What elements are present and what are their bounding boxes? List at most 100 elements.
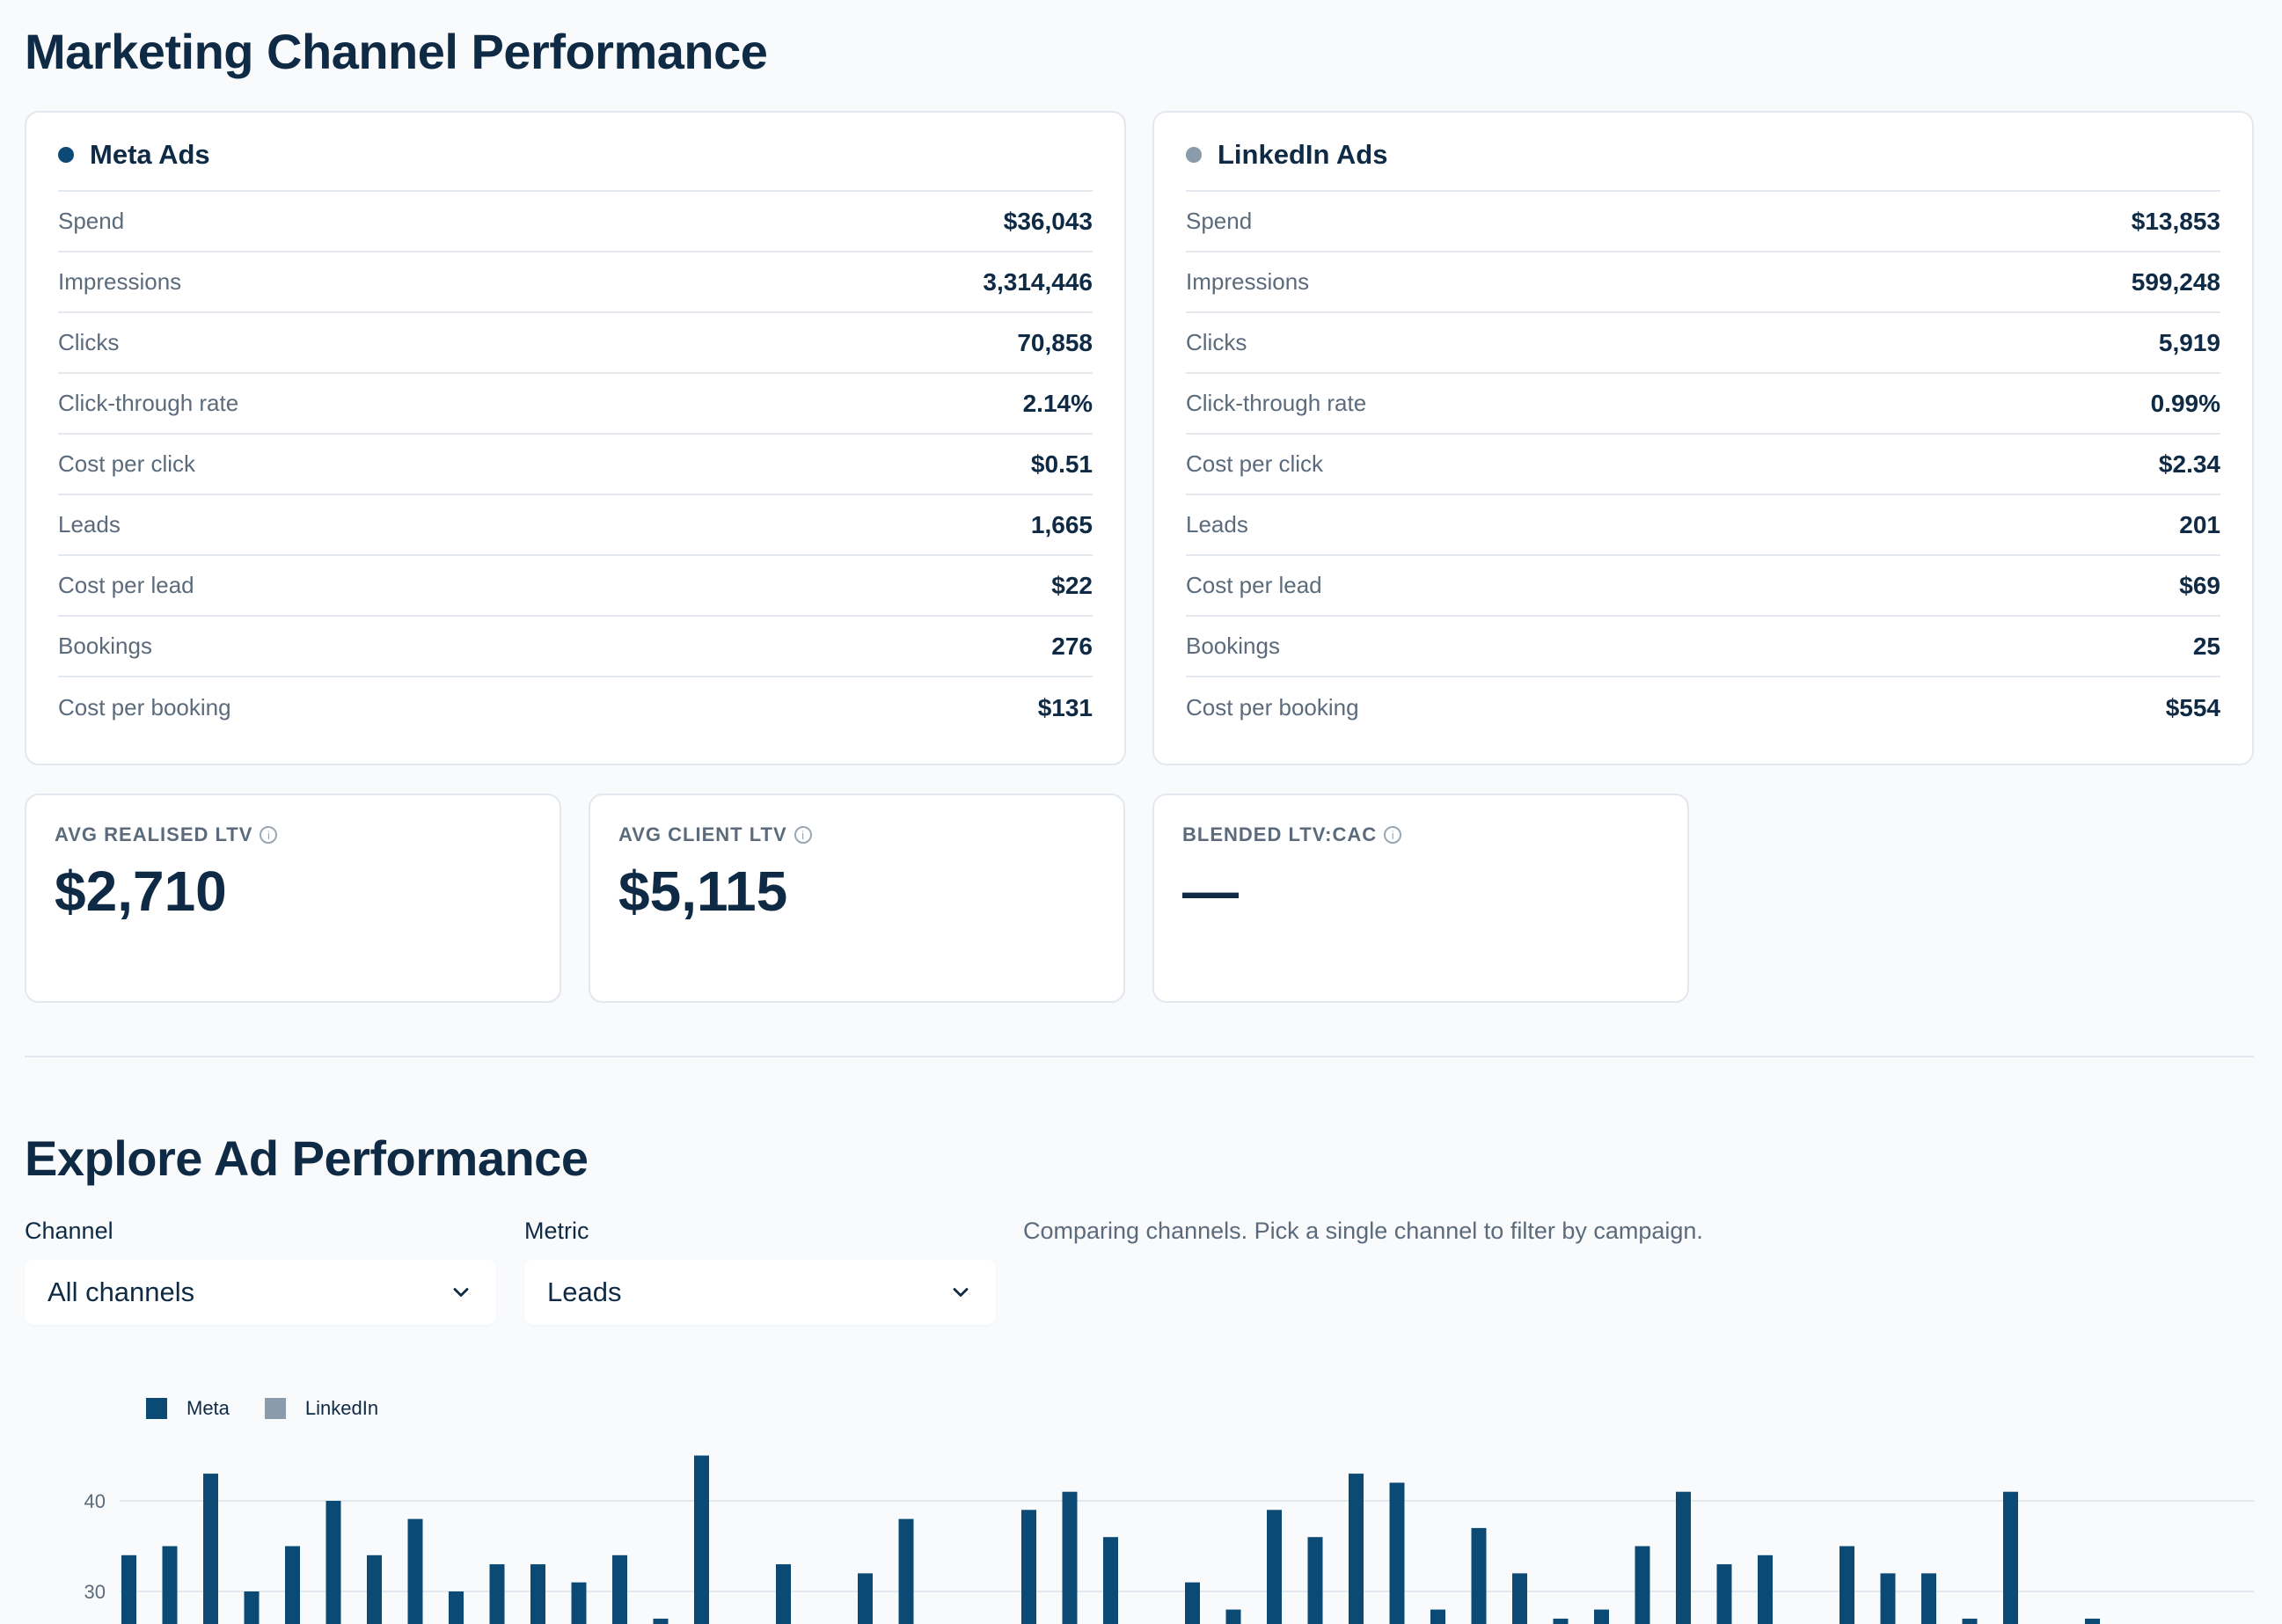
- metric-row: Clicks 5,919: [1186, 313, 2220, 374]
- metric-row: Leads 201: [1186, 495, 2220, 556]
- bar-meta[interactable]: [1225, 1609, 1241, 1624]
- channel-select-label: Channel: [25, 1218, 113, 1244]
- y-tick-label: 40: [84, 1490, 106, 1512]
- bar-meta[interactable]: [1880, 1573, 1896, 1624]
- metric-value: $36,043: [1003, 207, 1093, 235]
- bar-meta[interactable]: [1676, 1491, 1691, 1624]
- channel-card-linkedin: LinkedIn Ads Spend $13,853 Impressions 599…: [1152, 111, 2254, 765]
- legend-item-linkedin[interactable]: LinkedIn: [264, 1397, 379, 1420]
- bar-meta[interactable]: [1185, 1582, 1200, 1624]
- section-divider: [25, 1056, 2254, 1057]
- bar-meta[interactable]: [898, 1518, 914, 1624]
- bar-meta[interactable]: [858, 1573, 873, 1624]
- metric-row: Impressions 3,314,446: [58, 252, 1093, 313]
- bar-meta[interactable]: [1307, 1537, 1323, 1624]
- metric-label: Cost per click: [1186, 450, 1324, 477]
- bar-meta[interactable]: [1553, 1618, 1569, 1624]
- bar-meta[interactable]: [1635, 1546, 1650, 1624]
- metric-value: $131: [1037, 693, 1093, 721]
- metric-label: Impressions: [58, 268, 182, 295]
- bar-meta[interactable]: [1349, 1474, 1364, 1624]
- metric-row: Bookings 25: [1186, 617, 2220, 677]
- metric-row: Cost per lead $22: [58, 556, 1093, 617]
- bar-meta[interactable]: [694, 1455, 709, 1624]
- bar-meta[interactable]: [407, 1518, 423, 1624]
- metric-value: $22: [1051, 571, 1093, 599]
- metric-list: Spend $36,043 Impressions 3,314,446 Clicks…: [58, 192, 1093, 738]
- bar-meta[interactable]: [1021, 1510, 1036, 1624]
- legend-item-meta[interactable]: Meta: [146, 1397, 230, 1420]
- metric-select-value: Leads: [547, 1277, 622, 1307]
- bar-meta[interactable]: [1758, 1555, 1773, 1624]
- metric-label: Bookings: [58, 633, 152, 659]
- metric-value: 201: [2179, 510, 2220, 538]
- bar-meta[interactable]: [2003, 1491, 2018, 1624]
- metric-value: $2.34: [2158, 450, 2220, 478]
- channel-select[interactable]: All channels: [25, 1260, 496, 1325]
- bar-meta[interactable]: [1103, 1537, 1118, 1624]
- bar-meta[interactable]: [244, 1591, 260, 1624]
- kpi-value: —: [1182, 860, 1239, 923]
- info-icon[interactable]: i: [1384, 826, 1402, 844]
- bar-meta[interactable]: [530, 1564, 545, 1624]
- kpi-label-text: BLENDED LTV:CAC: [1182, 823, 1378, 845]
- metric-row: Cost per booking $554: [1186, 677, 2220, 738]
- channel-card-meta: Meta Ads Spend $36,043 Impressions 3,314,4…: [25, 111, 1126, 765]
- bar-meta[interactable]: [776, 1564, 791, 1624]
- bar-meta[interactable]: [1716, 1564, 1732, 1624]
- metric-value: 3,314,446: [983, 267, 1093, 296]
- metric-value: 25: [2192, 632, 2220, 660]
- channel-title: Meta Ads: [90, 139, 210, 170]
- bar-meta[interactable]: [571, 1582, 587, 1624]
- bar-meta[interactable]: [2085, 1618, 2100, 1624]
- info-icon[interactable]: i: [794, 826, 812, 844]
- info-icon[interactable]: i: [260, 826, 278, 844]
- bar-meta[interactable]: [1471, 1527, 1487, 1624]
- bar-meta[interactable]: [1267, 1510, 1282, 1624]
- bar-meta[interactable]: [612, 1555, 627, 1624]
- legend-label: LinkedIn: [304, 1397, 379, 1419]
- bar-meta[interactable]: [162, 1546, 178, 1624]
- bar-meta[interactable]: [285, 1546, 300, 1624]
- metric-list: Spend $13,853 Impressions 599,248 Clicks 5,…: [1186, 192, 2220, 738]
- channel-card-header: LinkedIn Ads: [1186, 113, 2220, 192]
- page-title: Marketing Channel Performance: [25, 24, 768, 79]
- kpi-card-blended-ltv-cac: BLENDED LTV:CAC i —: [1152, 794, 1689, 1003]
- bar-meta[interactable]: [1962, 1618, 1978, 1624]
- metric-select[interactable]: Leads: [524, 1260, 996, 1325]
- bar-meta[interactable]: [1594, 1609, 1609, 1624]
- metric-row: Cost per click $2.34: [1186, 435, 2220, 495]
- bar-meta[interactable]: [1921, 1573, 1936, 1624]
- metric-label: Leads: [58, 511, 121, 538]
- bar-meta[interactable]: [1512, 1573, 1527, 1624]
- bar-chart: 40 30: [84, 1455, 2254, 1624]
- bar-meta[interactable]: [325, 1501, 341, 1624]
- metric-label: Clicks: [1186, 329, 1247, 355]
- metric-value: 2.14%: [1022, 389, 1093, 417]
- metric-label: Cost per booking: [1186, 694, 1359, 721]
- kpi-label: AVG CLIENT LTV i: [618, 823, 1095, 846]
- metric-value: 1,665: [1030, 510, 1093, 538]
- channel-card-header: Meta Ads: [58, 113, 1093, 192]
- bar-meta[interactable]: [653, 1618, 669, 1624]
- kpi-label: BLENDED LTV:CAC i: [1182, 823, 1659, 846]
- bar-meta[interactable]: [1389, 1482, 1405, 1624]
- metric-row: Cost per lead $69: [1186, 556, 2220, 617]
- metric-select-label: Metric: [524, 1218, 589, 1244]
- legend-swatch: [146, 1398, 167, 1419]
- bar-meta[interactable]: [367, 1555, 382, 1624]
- bar-meta[interactable]: [203, 1474, 218, 1624]
- bar-meta[interactable]: [121, 1555, 136, 1624]
- bar-meta[interactable]: [449, 1591, 464, 1624]
- bar-meta[interactable]: [1839, 1546, 1854, 1624]
- kpi-value: $2,710: [55, 860, 227, 923]
- metric-label: Click-through rate: [58, 390, 239, 416]
- metric-label: Spend: [1186, 208, 1253, 234]
- compare-hint: Comparing channels. Pick a single channe…: [1023, 1218, 1703, 1244]
- bar-meta[interactable]: [489, 1564, 505, 1624]
- bar-meta[interactable]: [1062, 1491, 1078, 1624]
- bar-meta[interactable]: [1430, 1609, 1445, 1624]
- metric-row: Click-through rate 2.14%: [58, 374, 1093, 435]
- legend-label: Meta: [187, 1397, 230, 1419]
